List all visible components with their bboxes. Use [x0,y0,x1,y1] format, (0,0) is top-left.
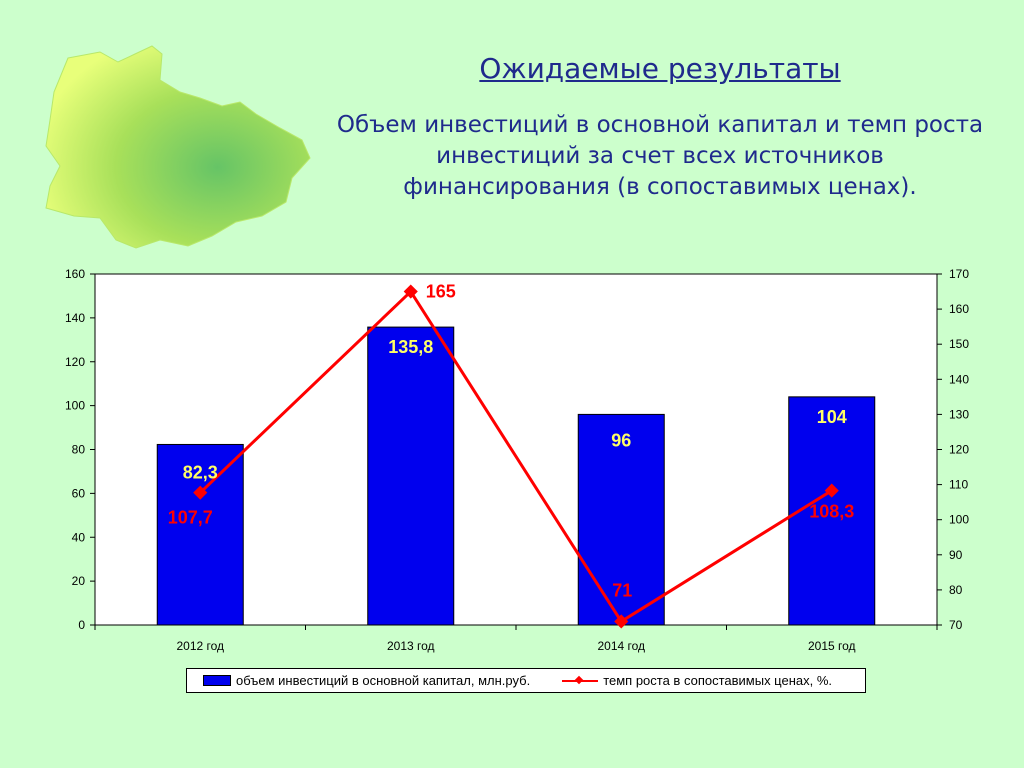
growth-rate-line [199,289,833,624]
legend-label-bars: объем инвестиций в основной капитал, млн… [236,673,531,688]
right-axis-tick-label: 170 [949,267,969,281]
bar-data-label: 82,3 [183,462,218,482]
left-axis-tick-label: 120 [65,355,85,369]
x-axis-tick-label: 2013 год [387,639,435,653]
bar-data-label: 96 [611,430,631,450]
bar [367,326,455,626]
right-axis-tick-label: 90 [949,548,963,562]
bar-data-label: 104 [817,407,847,427]
right-axis-tick-label: 100 [949,513,969,527]
growth-rate-marker [403,284,418,299]
region-map-illustration [45,45,311,249]
x-axis-tick-label: 2015 год [808,639,856,653]
left-axis-tick-label: 0 [78,618,85,632]
legend-line-swatch [562,676,599,686]
bar [577,413,665,626]
growth-rate-marker [614,614,629,629]
slide-title: Ожидаемые результаты [479,52,841,85]
right-axis-tick-label: 70 [949,618,963,632]
right-axis-tick-label: 80 [949,583,963,597]
x-axis-tick-label: 2014 год [597,639,645,653]
line-data-label: 107,7 [168,508,213,528]
legend-item-bars: объем инвестиций в основной капитал, млн… [187,673,530,688]
right-axis-tick-label: 120 [949,443,969,457]
bar [788,396,876,626]
chart-legend: объем инвестиций в основной капитал, млн… [186,668,866,693]
left-axis-tick-label: 100 [65,399,85,413]
left-axis-tick-label: 160 [65,267,85,281]
right-axis-tick-label: 160 [949,302,969,316]
bar-data-label: 135,8 [388,337,433,357]
slide-subtitle: Объем инвестиций в основной капитал и те… [336,112,984,200]
left-axis-tick-label: 40 [72,530,86,544]
line-data-label: 108,3 [809,502,854,522]
line-data-label: 165 [426,282,456,302]
left-axis-tick-label: 140 [65,311,85,325]
x-axis-tick-label: 2012 год [176,639,224,653]
growth-rate-marker [193,485,208,500]
bar [156,443,244,626]
left-axis-tick-label: 80 [72,443,86,457]
left-axis-tick-label: 60 [72,486,86,500]
line-data-label: 71 [612,580,632,600]
growth-rate-marker [824,483,839,498]
right-axis-tick-label: 140 [949,372,969,386]
left-axis-tick-label: 20 [72,574,86,588]
legend-bar-swatch [203,675,231,686]
right-axis-tick-label: 130 [949,407,969,421]
right-axis-tick-label: 110 [949,478,968,492]
legend-label-line: темп роста в сопоставимых ценах, %. [603,673,833,688]
legend-item-line: темп роста в сопоставимых ценах, %. [530,673,832,688]
right-axis-tick-label: 150 [949,337,969,351]
